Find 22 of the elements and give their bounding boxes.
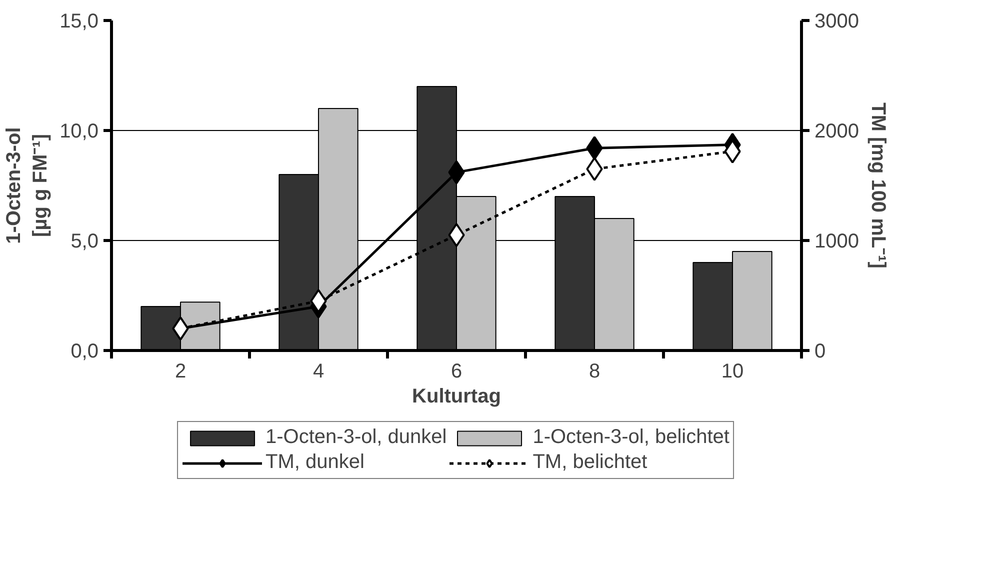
y2-tick-label: 0 (814, 340, 826, 362)
y2-tick-label: 2000 (814, 120, 859, 142)
x-tick-label: 2 (174, 360, 186, 382)
legend-label: TM, dunkel (266, 451, 364, 474)
legend-label: TM, belichtet (532, 451, 648, 474)
x-tick-label: 8 (588, 360, 600, 382)
y2-axis-title: TM [mg 100 mL⁻¹] (866, 102, 889, 268)
y-tick-label: 10,0 (60, 120, 99, 142)
legend-label: 1-Octen-3-ol, dunkel (266, 426, 447, 449)
x-tick-label: 10 (721, 360, 744, 382)
y2-tick-label: 1000 (814, 230, 859, 252)
x-tick-label: 6 (450, 360, 462, 382)
y-tick-label: 5,0 (70, 230, 99, 252)
legend-label: 1-Octen-3-ol, belichtet (532, 426, 730, 449)
y-axis-title: 1-Octen-3-ol [µg g FM⁻¹] (3, 127, 52, 244)
x-axis-title: Kulturtag (412, 386, 501, 408)
y-tick-label: 0,0 (70, 340, 99, 362)
x-tick-label: 4 (312, 360, 324, 382)
point (586, 157, 603, 181)
y2-tick-label: 3000 (814, 10, 859, 32)
y-tick-label: 15,0 (60, 10, 99, 32)
point (448, 223, 465, 247)
